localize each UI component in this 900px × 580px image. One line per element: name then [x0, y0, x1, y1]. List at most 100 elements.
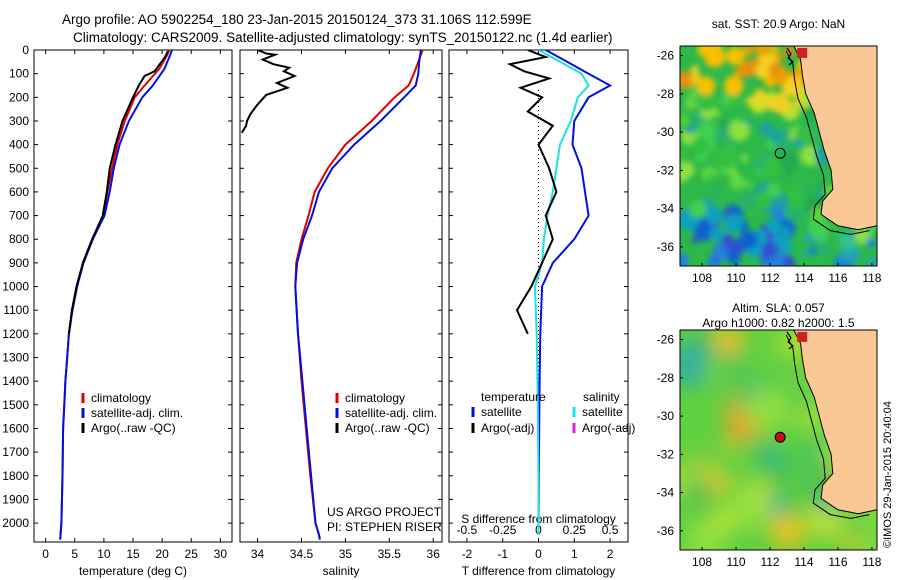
depth-tick-label: 1100: [3, 303, 29, 317]
difference-series-argo-adj-: [506, 50, 558, 335]
sla-map-title: Altim. SLA: 0.057: [732, 301, 825, 315]
lat-tick-label: -32: [657, 163, 675, 177]
legend-label: Argo(..raw -QC): [91, 421, 176, 435]
land-mass: [793, 46, 877, 231]
lat-tick-label: -34: [657, 202, 675, 216]
legend-label: climatology: [91, 391, 151, 405]
lon-tick-label: 112: [760, 271, 779, 285]
depth-tick-label: 900: [9, 256, 29, 270]
lon-tick-label: 116: [828, 555, 847, 569]
depth-tick-label: 100: [9, 67, 29, 81]
lon-tick-label: 110: [726, 271, 745, 285]
legend-label: satellite-adj. clim.: [91, 406, 183, 420]
depth-tick-label: 300: [9, 114, 29, 128]
x-tick-label: 35: [339, 547, 353, 561]
lon-tick-label: 112: [760, 555, 779, 569]
x-tick-label: 1: [571, 547, 578, 561]
depth-tick-label: 700: [9, 209, 29, 223]
legend-label: climatology: [345, 391, 405, 405]
island-outline: [786, 331, 794, 350]
pi-annotation: US ARGO PROJECT: [327, 505, 442, 519]
maps: sat. SST: 20.9 Argo: NaN 108 110 112 114 116 1…: [657, 17, 882, 569]
difference-series-satellite: [533, 50, 590, 535]
difference-series-satellite: [537, 50, 613, 535]
lat-tick-label: -30: [657, 409, 675, 423]
sla-map-subtitle: Argo h1000: 0.82 h2000: 1.5: [702, 316, 854, 330]
x-tick-label: 25: [185, 547, 199, 561]
salinity-series-satellite-adj-clim-: [294, 50, 422, 540]
temperature-frame: [33, 49, 233, 543]
sst-map-frame: [679, 45, 878, 267]
lat-tick-label: -36: [657, 240, 675, 254]
temperature-series-climatology: [59, 50, 171, 540]
legend-label: Argo(..raw -QC): [345, 421, 430, 435]
depth-tick-label: 400: [9, 138, 29, 152]
timestamp-stamp: ©IMOS 29-Jan-2015 20:40:04: [882, 401, 894, 548]
difference-panel: -2 -1 0 1 2 T difference from climatology -0.5…: [448, 49, 635, 578]
x-tick-label: 34: [251, 547, 265, 561]
argo-position-marker: [774, 147, 786, 159]
x-tick-label: -2: [462, 547, 473, 561]
temperature-xlabel: temperature (deg C): [79, 564, 187, 578]
depth-tick-label: 1900: [2, 492, 29, 506]
island-outline: [786, 47, 794, 66]
lon-tick-label: 114: [794, 271, 813, 285]
salinity-xlabel: salinity: [323, 564, 360, 578]
lat-tick-label: -28: [657, 87, 675, 101]
figure-title-line1: Argo profile: AO 5902254_180 23-Jan-2015…: [62, 12, 532, 27]
lat-tick-label: -26: [657, 49, 675, 63]
depth-tick-label: 1400: [2, 374, 29, 388]
depth-tick-label: 1500: [2, 398, 29, 412]
salinity-diff-tick-label: -0.25: [489, 523, 517, 537]
x-tick-label: 2: [607, 547, 614, 561]
x-tick-label: 10: [97, 547, 111, 561]
salinity-frame: [239, 49, 443, 543]
salinity-diff-tick-label: 0.5: [602, 523, 619, 537]
lon-tick-label: 114: [794, 555, 813, 569]
depth-tick-label: 2000: [2, 516, 29, 530]
sla-map-frame: [679, 329, 878, 551]
lon-tick-label: 110: [726, 555, 745, 569]
legend-label: satellite-adj. clim.: [345, 406, 437, 420]
x-tick-label: 30: [214, 547, 228, 561]
legend-label: satellite: [481, 405, 522, 419]
figure-title-line2: Climatology: CARS2009. Satellite-adjuste…: [73, 30, 613, 45]
lon-tick-label: 108: [692, 555, 712, 569]
salinity-diff-tick-label: -0.5: [457, 523, 478, 537]
depth-tick-label: 1600: [2, 421, 29, 435]
salinity-panel: 34 34.5 35 35.5 36 salinity climatologysatelli…: [239, 49, 443, 578]
lon-tick-label: 108: [692, 271, 712, 285]
lon-tick-label: 116: [828, 271, 847, 285]
lat-tick-label: -30: [657, 125, 675, 139]
depth-tick-label: 1300: [2, 351, 29, 365]
legend-header: temperature: [481, 390, 546, 404]
depth-tick-label: 1000: [2, 280, 29, 294]
temperature-series-argo-raw-qc-: [67, 50, 169, 334]
depth-tick-label: 0: [22, 43, 29, 57]
sst-map-title: sat. SST: 20.9 Argo: NaN: [712, 17, 845, 31]
x-tick-label: 36: [427, 547, 441, 561]
x-tick-label: 5: [71, 547, 78, 561]
depth-tick-label: 200: [9, 90, 29, 104]
sla-map-field: [680, 330, 877, 550]
x-tick-label: 35.5: [378, 547, 402, 561]
sst-map-field: [680, 46, 877, 266]
x-tick-label: 15: [126, 547, 140, 561]
x-tick-label: 20: [155, 547, 169, 561]
x-tick-label: 0: [42, 547, 49, 561]
pi-annotation: PI: STEPHEN RISER: [327, 520, 442, 534]
legend-label: Argo(-adj): [582, 421, 635, 435]
x-tick-label: -1: [497, 547, 508, 561]
shelf-contour: [785, 50, 870, 235]
salinity-series-argo-raw-qc-: [240, 50, 298, 134]
depth-tick-label: 1700: [2, 445, 29, 459]
lat-tick-label: -34: [657, 486, 675, 500]
depth-tick-label: 1200: [2, 327, 29, 341]
legend-label: satellite: [582, 405, 623, 419]
temperature-panel: 0100200300400500600700800900100011001200…: [2, 43, 233, 578]
x-tick-label: 34.5: [290, 547, 314, 561]
depth-tick-label: 800: [9, 232, 29, 246]
profile-plots: 0100200300400500600700800900100011001200…: [2, 43, 635, 578]
